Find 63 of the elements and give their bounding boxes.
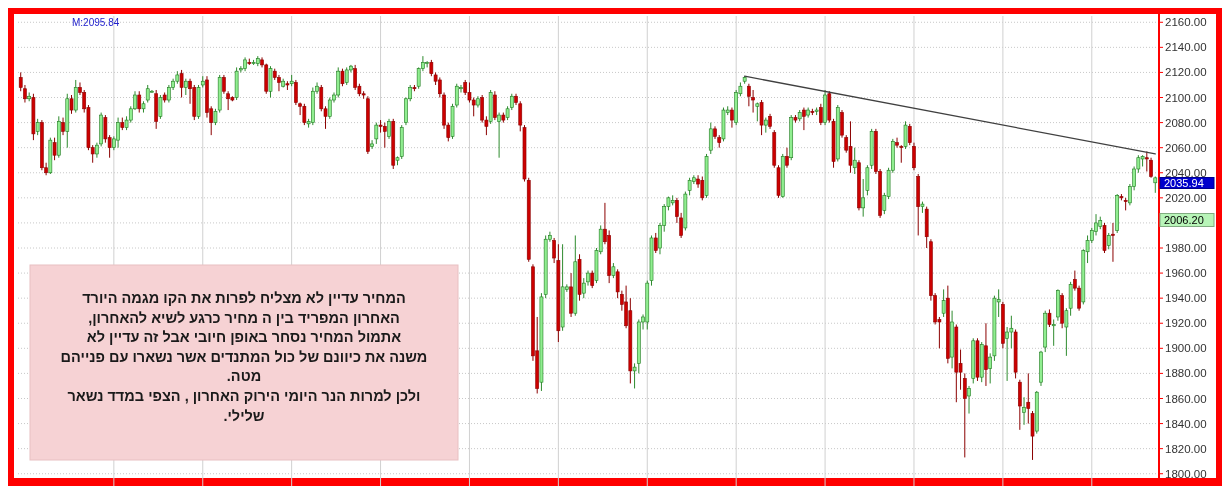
candlestick [785,147,789,169]
y-tick-label: 2140.00 [1165,41,1207,54]
candlestick [158,94,163,120]
candlestick [730,107,734,129]
candlestick [1051,318,1056,347]
y-tick-label: 2040.00 [1165,166,1207,179]
candlestick [69,94,74,115]
y-tick-label: 1880.00 [1165,367,1207,380]
candlestick [700,176,705,201]
candlestick [302,103,307,126]
y-tick-label: 2120.00 [1165,66,1207,79]
candlestick [268,65,273,99]
candlestick [759,99,764,136]
text: 2035.94 [1164,176,1204,189]
candlestick [425,60,429,68]
y-tick-label: 2160.00 [1165,16,1207,29]
candlestick [1017,379,1022,431]
y-tick-label: 1800.00 [1165,467,1207,480]
candlestick [907,123,912,146]
y-tick-label: 1820.00 [1165,442,1207,455]
candlestick [912,142,916,171]
candlestick [370,139,374,150]
candlestick [895,137,899,149]
annotation: M:2095.84 [72,17,120,28]
y-tick-label: 2080.00 [1165,116,1207,129]
candlestick [653,232,658,254]
candlestick [387,118,391,140]
y-tick-label: 1860.00 [1165,392,1207,405]
candlestick [222,74,226,95]
candlestick [819,103,823,126]
y-tick-label: 2060.00 [1165,141,1207,154]
candlestick [294,79,298,106]
candlestick [967,385,971,415]
candlestick [1022,396,1026,426]
y-tick-label: 1900.00 [1165,342,1207,355]
candlestick [903,120,908,150]
y-tick-label: 2020.00 [1165,191,1207,204]
candlestick [984,322,988,387]
candlestick [116,117,120,149]
candlestick [374,122,379,145]
candlestick [52,137,57,161]
candlestick [382,122,387,149]
candlestick [277,74,281,92]
y-tick-label: 1940.00 [1165,292,1207,305]
y-tick-label: 2100.00 [1165,91,1207,104]
y-tick-label: 1960.00 [1165,267,1207,280]
candlestick [802,107,806,131]
candlestick [1149,157,1153,179]
candlestick [962,372,967,458]
candlestick [497,112,501,159]
candlestick [941,288,946,318]
candlestick [179,69,184,99]
candlestick [852,147,857,175]
y-tick-label: 1840.00 [1165,417,1207,430]
candlestick [1111,222,1115,263]
annotation: המחיר עדיין לא מצליח לפרות את הקו מגמה היורד האחרון המפריד בין ה מחיר כרגע לשיא להאחרון, אתמול המחיר נסחר באופן חיובי אבל זה עדיין לא משנה את כיוונם של כול המתנדים אשר נשארו עם פנייהם מטה. ולכן למרות הנר היומי הירוק האחרון , הצפי במדד נשאר שלילי. [60,290,428,424]
y-tick-label: 1920.00 [1165,317,1207,330]
candlestick [708,122,713,155]
candlestick [493,90,497,121]
text: 2006.20 [1164,213,1204,226]
y-tick-label: 1980.00 [1165,242,1207,255]
candlestick [73,79,78,114]
candlestick [848,120,853,174]
